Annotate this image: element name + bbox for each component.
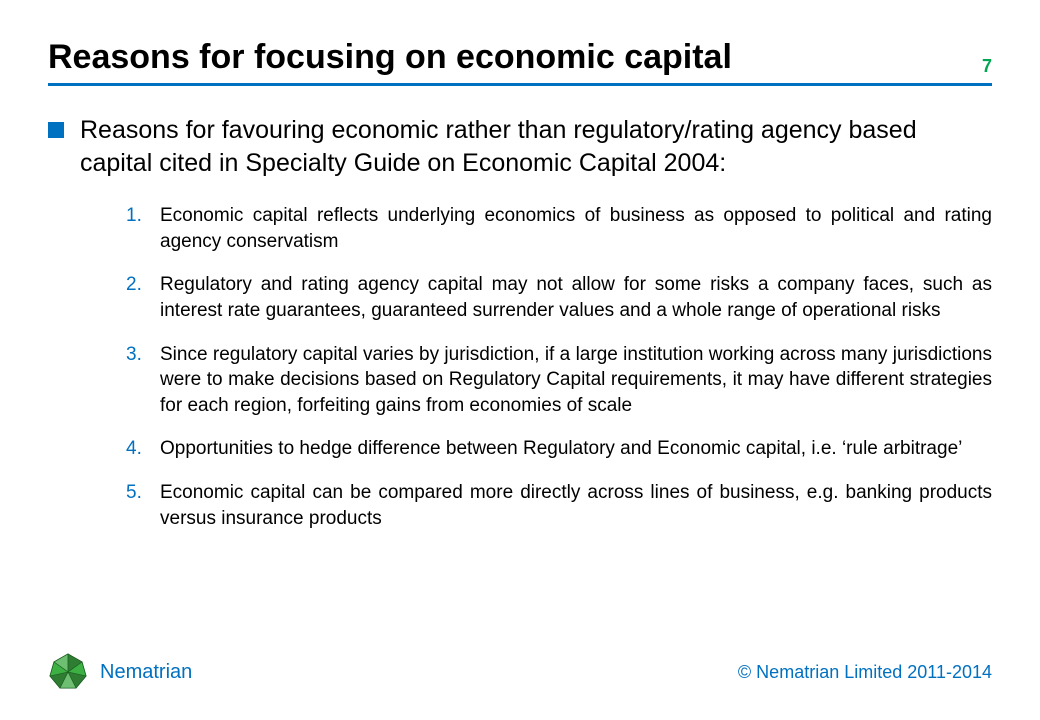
lead-text: Reasons for favouring economic rather th… (80, 114, 992, 179)
page-number: 7 (982, 56, 992, 77)
slide-header: Reasons for focusing on economic capital… (48, 38, 992, 86)
list-item: Opportunities to hedge difference betwee… (126, 436, 992, 462)
reasons-list: Economic capital reflects underlying eco… (126, 203, 992, 531)
slide: Reasons for focusing on economic capital… (0, 0, 1040, 720)
slide-footer: Nematrian © Nematrian Limited 2011-2014 (48, 652, 992, 692)
list-item: Since regulatory capital varies by juris… (126, 342, 992, 419)
logo-icon (48, 652, 88, 692)
list-item: Economic capital can be compared more di… (126, 480, 992, 531)
square-bullet-icon (48, 122, 64, 138)
slide-title: Reasons for focusing on economic capital (48, 38, 732, 77)
brand-name: Nematrian (100, 661, 192, 684)
slide-content: Reasons for favouring economic rather th… (48, 86, 992, 531)
copyright-text: © Nematrian Limited 2011-2014 (738, 662, 992, 683)
brand: Nematrian (48, 652, 192, 692)
list-item: Economic capital reflects underlying eco… (126, 203, 992, 254)
list-item: Regulatory and rating agency capital may… (126, 272, 992, 323)
lead-bullet-row: Reasons for favouring economic rather th… (48, 114, 992, 179)
